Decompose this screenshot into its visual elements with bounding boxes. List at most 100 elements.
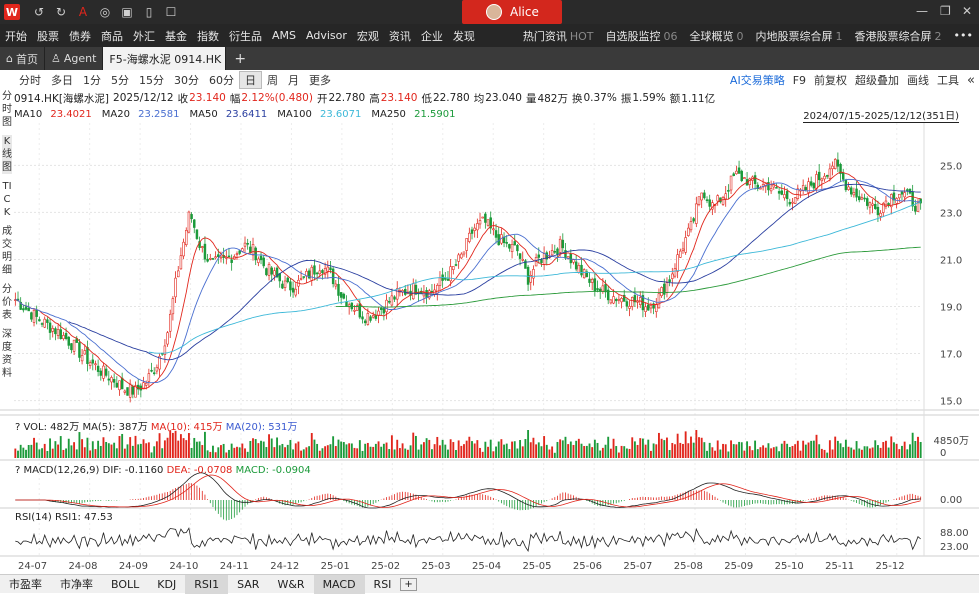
close-icon[interactable]: ✕ xyxy=(962,4,973,18)
volume-bar xyxy=(300,450,303,458)
candle-body xyxy=(593,278,597,292)
candle-body xyxy=(753,175,757,185)
sidebar-item-trades[interactable]: 成交明细 xyxy=(2,226,12,276)
candle-body xyxy=(631,297,634,307)
indicator-tab[interactable]: 市盈率 xyxy=(9,578,42,591)
time-axis: 24-07 24-08 24-09 24-10 24-11 24-12 25-01 25-02… xyxy=(18,561,905,572)
sidebar-item-kline[interactable]: K线图 xyxy=(2,135,12,174)
menu-item[interactable]: 外汇 xyxy=(133,29,155,43)
period-option[interactable]: 1分 xyxy=(83,74,101,87)
indicator-tab[interactable]: W&R xyxy=(277,577,305,591)
period-option[interactable]: 5分 xyxy=(111,74,129,87)
menu-item[interactable]: 发现 xyxy=(452,29,475,43)
sidebar-item-timeshare[interactable]: 分时图 xyxy=(2,91,12,128)
volume-bar xyxy=(310,433,313,458)
menu-item[interactable]: 宏观 xyxy=(356,29,379,43)
volume-bar xyxy=(620,445,623,458)
volume-bar xyxy=(591,447,594,458)
candle-body xyxy=(817,171,821,181)
monitor-icon[interactable]: ▣ xyxy=(121,5,133,19)
volume-bar xyxy=(684,431,687,458)
draw-button[interactable]: 画线 xyxy=(907,74,930,87)
indicator-tab[interactable]: BOLL xyxy=(111,577,140,591)
f9-button[interactable]: F9 xyxy=(792,73,807,87)
add-tab-icon[interactable]: + xyxy=(234,50,247,67)
candlestick-chart[interactable]: 25.0 23.0 21.0 19.0 17.0 15.0 24-07 24-08 24-09… xyxy=(0,0,979,574)
add-indicator-icon[interactable]: + xyxy=(400,577,417,591)
tools-button[interactable]: 工具 xyxy=(937,74,960,87)
period-option[interactable]: 多日 xyxy=(51,74,73,87)
menu-item[interactable]: Advisor xyxy=(306,29,347,42)
overlay-button[interactable]: 超级叠加 xyxy=(855,74,900,87)
candle-body xyxy=(494,230,498,238)
time-tick-label: 25-01 xyxy=(321,561,350,572)
period-option[interactable]: 30分 xyxy=(174,74,199,87)
period-option[interactable]: 60分 xyxy=(209,74,234,87)
text-icon[interactable]: A xyxy=(78,5,88,19)
indicator-tab[interactable]: RSI xyxy=(373,577,392,591)
bell-icon[interactable]: ☐ xyxy=(165,5,177,19)
candle-body xyxy=(721,197,725,205)
indicator-tab-active[interactable]: MACD xyxy=(313,574,365,594)
user-badge[interactable]: Alice xyxy=(462,0,562,24)
volume-bar xyxy=(650,450,652,458)
more-icon[interactable]: ••• xyxy=(953,29,973,42)
sidebar-item-depth[interactable]: 深度资料 xyxy=(2,329,12,379)
tab-home[interactable]: ⌂ 首页 xyxy=(0,47,45,70)
sidebar-item-price-table[interactable]: 分价表 xyxy=(2,284,12,321)
adjust-button[interactable]: 前复权 xyxy=(814,74,848,87)
indicator-tab[interactable]: KDJ xyxy=(157,577,177,591)
menu-item[interactable]: AMS xyxy=(272,29,296,42)
amp-label: 振 xyxy=(620,92,632,105)
price-tick-label: 21.0 xyxy=(940,255,962,266)
menu-mainland-screen[interactable]: 内地股票综合屏 1 xyxy=(755,29,843,43)
menu-item[interactable]: 债券 xyxy=(69,29,91,43)
minimize-icon[interactable]: — xyxy=(916,4,928,18)
period-option[interactable]: 15分 xyxy=(139,74,164,87)
period-option[interactable]: 更多 xyxy=(309,74,331,87)
period-option-active[interactable]: 日 xyxy=(239,71,262,89)
volume-bar xyxy=(893,442,895,458)
menu-item[interactable]: 企业 xyxy=(420,29,443,43)
time-tick-label: 25-06 xyxy=(573,561,602,572)
tab-stock[interactable]: F5-海螺水泥 0914.HK xyxy=(103,47,227,70)
indicator-tab[interactable]: SAR xyxy=(237,577,260,591)
quote-info-bar: 0914.HK[海螺水泥] 2025/12/12 收 23.140 幅 2.12%(… xyxy=(14,90,719,106)
period-option[interactable]: 周 xyxy=(267,74,278,87)
collapse-icon[interactable]: « xyxy=(967,72,975,88)
menu-hot-news[interactable]: 热门资讯 HOT xyxy=(522,29,594,43)
menu-global-overview[interactable]: 全球概览 0 xyxy=(689,29,744,43)
title-bar: W ↺ ↻ A ◎ ▣ ▯ ☐ Alice — ❐ ✕ xyxy=(0,0,979,24)
menu-watchlist[interactable]: 自选股监控 06 xyxy=(605,29,678,43)
volume-bar xyxy=(257,443,260,458)
chat-icon[interactable]: ◎ xyxy=(99,5,111,19)
menu-hk-screen[interactable]: 香港股票综合屏 2 xyxy=(854,29,942,43)
date-range[interactable]: 2024/07/15-2025/12/12(351日) xyxy=(803,107,959,123)
period-option[interactable]: 分时 xyxy=(19,74,41,87)
menu-item[interactable]: 资讯 xyxy=(388,29,411,43)
menu-item[interactable]: 股票 xyxy=(37,29,59,43)
menu-item[interactable]: 基金 xyxy=(165,29,187,43)
undo-icon[interactable]: ↺ xyxy=(33,5,45,19)
candle-body xyxy=(345,301,348,307)
volume-bar xyxy=(38,449,41,458)
doc-icon[interactable]: ▯ xyxy=(145,5,153,19)
volume-bar xyxy=(123,448,126,458)
redo-icon[interactable]: ↻ xyxy=(55,5,67,19)
period-option[interactable]: 月 xyxy=(288,74,299,87)
tab-agent[interactable]: ♙ Agent xyxy=(45,47,104,70)
menu-item[interactable]: 商品 xyxy=(101,29,123,43)
indicator-tab-active[interactable]: RSI1 xyxy=(185,574,229,594)
restore-icon[interactable]: ❐ xyxy=(940,4,951,18)
volume-bar xyxy=(844,439,847,458)
indicator-tab[interactable]: 市净率 xyxy=(60,578,93,591)
menu-item[interactable]: 指数 xyxy=(197,29,219,43)
volume-bar xyxy=(425,438,428,458)
menu-item[interactable]: 开始 xyxy=(5,29,27,43)
candle-body xyxy=(743,177,746,180)
ai-strategy-button[interactable]: AI交易策略 xyxy=(729,74,785,87)
candle-body xyxy=(131,386,135,395)
sidebar-item-tick[interactable]: TICK xyxy=(2,181,12,218)
volume-bar xyxy=(500,439,503,458)
menu-item[interactable]: 衍生品 xyxy=(229,29,262,43)
